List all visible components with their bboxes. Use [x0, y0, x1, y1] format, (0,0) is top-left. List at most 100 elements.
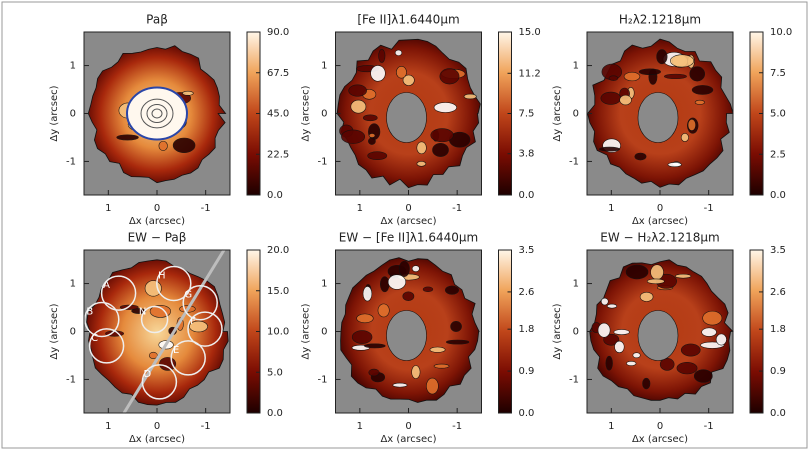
- map-feature: [351, 330, 373, 344]
- frame: [1, 1, 808, 449]
- map-feature: [613, 329, 630, 335]
- central-hole: [637, 92, 679, 143]
- y-tick-label: 0: [70, 109, 76, 120]
- y-axis-label: Δy (arcsec): [301, 303, 312, 359]
- map-feature: [606, 303, 618, 309]
- x-axis-label: Δx (arcsec): [380, 216, 436, 227]
- panel-title: EW − [Fe II]λ1.6440μm: [339, 231, 478, 245]
- y-tick-label: -1: [569, 374, 579, 385]
- colorbar-tick-label: 67.5: [267, 68, 289, 79]
- y-tick-label: 1: [321, 61, 327, 72]
- map-feature: [663, 73, 687, 80]
- colorbar-tick-label: 1.8: [770, 324, 786, 335]
- colorbar: [749, 249, 764, 414]
- map-feature: [429, 346, 446, 353]
- x-tick-label: 1: [105, 421, 111, 432]
- y-axis-label: Δy (arcsec): [552, 85, 563, 141]
- map-feature: [597, 322, 611, 338]
- map-feature: [463, 93, 477, 100]
- map-feature: [675, 273, 692, 279]
- aperture: [182, 284, 218, 321]
- map-feature: [402, 291, 415, 301]
- map-feature: [144, 280, 162, 297]
- aperture-label: D: [144, 369, 152, 380]
- map-feature: [182, 90, 194, 96]
- map-feature: [693, 369, 713, 383]
- map-feature: [626, 360, 637, 366]
- map-feature: [619, 94, 632, 106]
- map-feature: [362, 114, 378, 122]
- x-tick-label: -1: [704, 421, 714, 432]
- map-feature: [680, 133, 689, 142]
- colorbar-tick-label: 22.5: [267, 149, 289, 160]
- map-feature: [694, 99, 705, 105]
- map-feature: [445, 339, 470, 345]
- map-feature: [395, 66, 407, 79]
- colorbar-tick-label: 0.0: [770, 190, 786, 201]
- map-feature: [669, 54, 695, 68]
- colorbar-tick-label: 0.0: [519, 190, 535, 201]
- map-feature: [715, 333, 727, 346]
- x-axis-label: Δx (arcsec): [380, 434, 436, 445]
- y-tick-label: 1: [573, 61, 579, 72]
- map-feature: [411, 265, 420, 273]
- map-feature: [368, 137, 376, 145]
- y-tick-label: 1: [70, 279, 76, 290]
- aperture: [141, 364, 178, 400]
- map-feature: [348, 84, 367, 97]
- map-feature: [148, 351, 158, 359]
- map-feature: [368, 368, 380, 377]
- map-feature: [646, 278, 665, 285]
- x-axis-label: Δx (arcsec): [632, 216, 688, 227]
- map-feature: [116, 134, 139, 141]
- map-feature: [638, 68, 661, 76]
- y-axis-label: Δy (arcsec): [552, 303, 563, 359]
- map-feature: [367, 151, 388, 161]
- colorbar-tick-label: 3.5: [770, 245, 786, 256]
- map-feature: [398, 260, 410, 277]
- aperture: [84, 301, 120, 338]
- colorbar-tick-label: 0.0: [267, 190, 283, 201]
- map-feature: [387, 274, 407, 290]
- colorbar-tick-label: 5.0: [770, 109, 786, 120]
- map-feature: [189, 320, 208, 333]
- map-feature: [445, 285, 459, 295]
- colorbar-tick-label: 3.8: [519, 149, 535, 160]
- aperture-label: F: [190, 316, 196, 327]
- aperture: [170, 340, 206, 376]
- map-feature: [158, 140, 168, 151]
- x-axis-label: Δx (arcsec): [632, 434, 688, 445]
- map-feature: [411, 365, 421, 379]
- map-feature: [667, 162, 682, 168]
- aperture-label: C: [91, 333, 98, 344]
- map-feature: [605, 355, 613, 371]
- map-feature: [356, 313, 374, 324]
- y-tick-label: 0: [321, 109, 327, 120]
- y-tick-label: -1: [318, 156, 328, 167]
- map-feature: [131, 308, 147, 314]
- x-tick-label: 0: [657, 421, 663, 432]
- colorbar-tick-label: 1.8: [519, 324, 535, 335]
- aperture: [88, 328, 125, 364]
- map-feature: [659, 358, 675, 371]
- map-feature: [603, 333, 620, 346]
- map-feature: [634, 152, 647, 161]
- map-feature: [370, 65, 386, 82]
- colorbar-tick-label: 2.6: [519, 287, 535, 298]
- y-tick-label: -1: [66, 156, 76, 167]
- y-tick-label: 0: [70, 327, 76, 338]
- map-feature: [623, 71, 641, 82]
- colorbar-tick-label: 7.5: [770, 68, 786, 79]
- map-feature: [364, 343, 386, 349]
- colorbar-tick-label: 15.0: [519, 27, 541, 38]
- colorbar-tick-label: 5.0: [267, 367, 283, 378]
- contour: [126, 86, 188, 141]
- slit: [122, 249, 226, 414]
- colorbar-tick-label: 11.2: [519, 68, 541, 79]
- map-feature: [680, 343, 701, 357]
- map-feature: [172, 137, 196, 153]
- map-feature: [625, 264, 649, 280]
- x-tick-label: 0: [154, 203, 160, 214]
- aperture-label: H: [158, 271, 166, 282]
